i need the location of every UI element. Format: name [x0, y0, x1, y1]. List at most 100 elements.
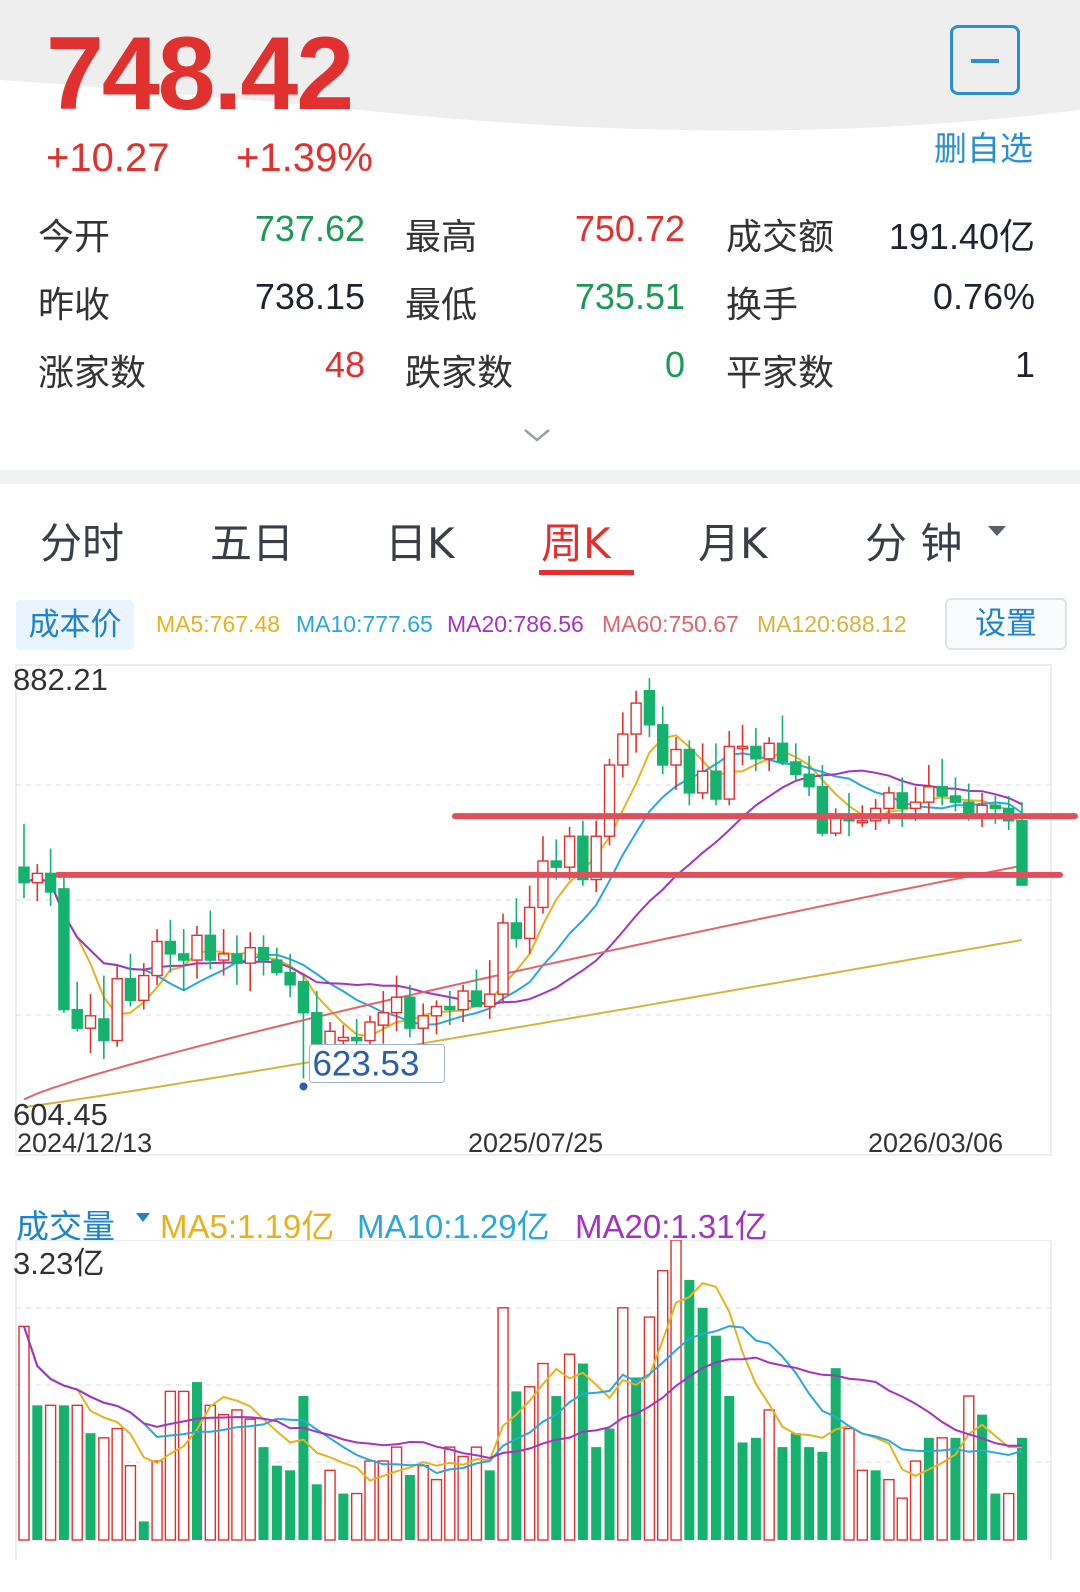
candle-down [577, 835, 589, 881]
volume-bar-up [896, 1497, 908, 1541]
tab-weekly-k[interactable]: 周K [541, 519, 611, 568]
stat-low-value: 735.51 [574, 276, 685, 317]
candle-down [683, 748, 696, 794]
vol-ma10-label: MA10:1.29亿 [357, 1208, 550, 1245]
ma5-label: MA5:767.48 [156, 611, 281, 637]
candle-down [44, 872, 57, 893]
header-background [0, 0, 1080, 131]
candle-up [923, 785, 935, 803]
candle-down [350, 1036, 363, 1042]
volume-bar-up [936, 1437, 948, 1541]
volume-bar-up [563, 1353, 576, 1541]
volume-bar-down [697, 1307, 708, 1540]
volume-bar-down [58, 1405, 69, 1540]
candle-down [949, 795, 962, 803]
settings-button[interactable]: 设置 [945, 598, 1067, 650]
volume-bar-down [191, 1382, 202, 1540]
candle-down [936, 785, 948, 797]
candle-down [297, 981, 310, 1014]
volume-bar-up [324, 1469, 336, 1541]
volume-chart[interactable]: 3.23亿 [0, 1240, 1080, 1560]
stat-advancers-value: 48 [324, 344, 365, 385]
volume-bar-up [430, 1478, 443, 1541]
tab-monthly-k[interactable]: 月K [698, 519, 768, 568]
price-change: +10.27 [46, 136, 170, 180]
remove-watchlist-icon[interactable] [950, 25, 1020, 95]
volume-bar-up [244, 1418, 256, 1541]
volume-bar-down [511, 1391, 522, 1540]
volume-bar-up [111, 1427, 123, 1541]
candle-up [723, 745, 735, 800]
volume-frame [15, 1240, 1052, 1560]
ma20-line [23, 769, 1023, 1006]
candle-up [364, 1021, 376, 1042]
expand-chevron-icon[interactable] [522, 420, 552, 450]
cost-price-button[interactable]: 成本价 [16, 600, 134, 650]
ma120-line [23, 939, 1023, 1109]
volume-bar-up [883, 1478, 895, 1541]
volume-bar-down [604, 1428, 615, 1540]
tab-intraday[interactable]: 分时 [40, 519, 125, 568]
candle-down [124, 977, 137, 1002]
candle-down [71, 1008, 83, 1029]
candle-down [204, 934, 216, 961]
volume-bar-down [710, 1335, 721, 1540]
volume-bar-up [71, 1404, 83, 1541]
stat-open-value: 737.62 [254, 208, 365, 249]
x-label-mid: 2025/07/25 [468, 1128, 603, 1158]
stat-decliners-label: 跌家数 [405, 353, 514, 394]
candle-up [883, 792, 895, 810]
volume-bar-up [470, 1446, 483, 1541]
current-price: 748.42 [46, 16, 354, 132]
tab-minute[interactable]: 分 钟 [865, 519, 963, 568]
volume-bar-down [285, 1470, 296, 1540]
ma10-label: MA10:777.65 [296, 611, 433, 637]
tab-daily-k[interactable]: 日K [385, 519, 455, 568]
candle-down [710, 770, 722, 800]
candle-down [284, 971, 296, 986]
volume-bar-down [404, 1474, 415, 1540]
volume-bar-up [124, 1464, 137, 1541]
candle-down [98, 1018, 110, 1042]
candle-up [590, 835, 602, 881]
volume-bar-down [591, 1447, 602, 1540]
volume-bar-up [523, 1386, 536, 1541]
candle-down [271, 959, 283, 974]
candle-up [537, 860, 549, 909]
tab-five-day[interactable]: 五日 [210, 519, 295, 568]
candle-up [630, 702, 642, 735]
active-tab-underline [539, 570, 634, 575]
stat-unchanged-label: 平家数 [726, 353, 835, 394]
volume-bar-up [856, 1469, 869, 1541]
vol-ma20-label: MA20:1.31亿 [575, 1208, 768, 1245]
volume-bar-up [164, 1390, 177, 1541]
minute-dropdown-icon[interactable] [988, 526, 1006, 538]
volume-bar-up [643, 1316, 656, 1541]
volume-dropdown-icon[interactable] [136, 1213, 150, 1223]
volume-bar-up [204, 1404, 216, 1541]
volume-bar-down [777, 1447, 788, 1540]
low-marker: 623.53 [299, 1043, 445, 1091]
vol-ma10-line [23, 1325, 1023, 1475]
candlestick-chart[interactable]: 882.21 604.45 623.53 2024/12/13 2025/07/… [0, 660, 1080, 1180]
volume-bar-up [364, 1460, 376, 1541]
stat-turnover-value: 191.40亿 [888, 216, 1035, 257]
volume-bar-down [977, 1414, 988, 1540]
candle-down [803, 773, 815, 788]
remove-watchlist-label[interactable]: 删自选 [934, 129, 1033, 168]
volume-bar-up [457, 1455, 469, 1541]
candle-up [856, 820, 869, 824]
volume-bar-up [151, 1460, 163, 1541]
candle-down [177, 953, 190, 961]
stat-high-label: 最高 [405, 217, 478, 258]
candle-down [989, 804, 1002, 810]
candle-down [816, 785, 829, 834]
candle-down [510, 922, 523, 940]
candle-up [670, 748, 682, 766]
volume-bar-down [338, 1493, 349, 1540]
candle-up [484, 993, 496, 1008]
volume-bar-down [750, 1437, 761, 1540]
candle-up [151, 940, 163, 977]
candle-up [523, 906, 536, 940]
candle-up [563, 835, 576, 868]
